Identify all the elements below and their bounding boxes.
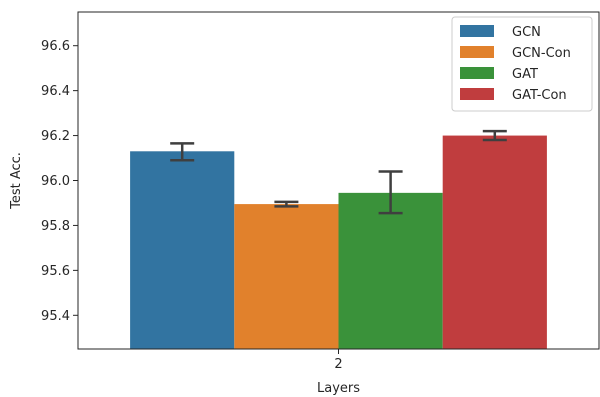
y-tick-label: 96.2 bbox=[41, 129, 70, 144]
y-tick-label: 95.4 bbox=[41, 309, 70, 324]
x-tick-label: 2 bbox=[334, 357, 342, 372]
y-axis: 95.4 95.6 95.8 96.0 96.2 96.4 96.6 bbox=[41, 39, 78, 324]
legend-box bbox=[451, 16, 593, 112]
legend-swatch bbox=[460, 88, 494, 100]
y-axis-title: Test Acc. bbox=[9, 152, 24, 210]
bar bbox=[234, 204, 339, 349]
bars-layer bbox=[130, 135, 547, 349]
legend-label: GCN bbox=[512, 25, 541, 40]
y-tick-label: 95.8 bbox=[41, 219, 70, 234]
legend-swatch bbox=[460, 25, 494, 37]
error-bars-layer bbox=[170, 129, 507, 215]
y-tick-label: 96.4 bbox=[41, 84, 70, 99]
legend-label: GAT bbox=[512, 67, 538, 82]
y-tick-label: 96.6 bbox=[41, 39, 70, 54]
y-tick-label: 95.6 bbox=[41, 264, 70, 279]
legend-label: GAT-Con bbox=[512, 88, 567, 103]
bar bbox=[130, 151, 235, 349]
legend-label: GCN-Con bbox=[512, 46, 571, 61]
bar bbox=[442, 135, 547, 349]
bar bbox=[338, 192, 443, 349]
legend-swatch bbox=[460, 46, 494, 58]
legend-swatch bbox=[460, 67, 494, 79]
legend: GCN GCN-Con GAT GAT-Con bbox=[451, 16, 593, 112]
x-axis: 2 bbox=[334, 349, 343, 372]
y-tick-label: 96.0 bbox=[41, 174, 70, 189]
x-axis-title: Layers bbox=[317, 381, 360, 396]
